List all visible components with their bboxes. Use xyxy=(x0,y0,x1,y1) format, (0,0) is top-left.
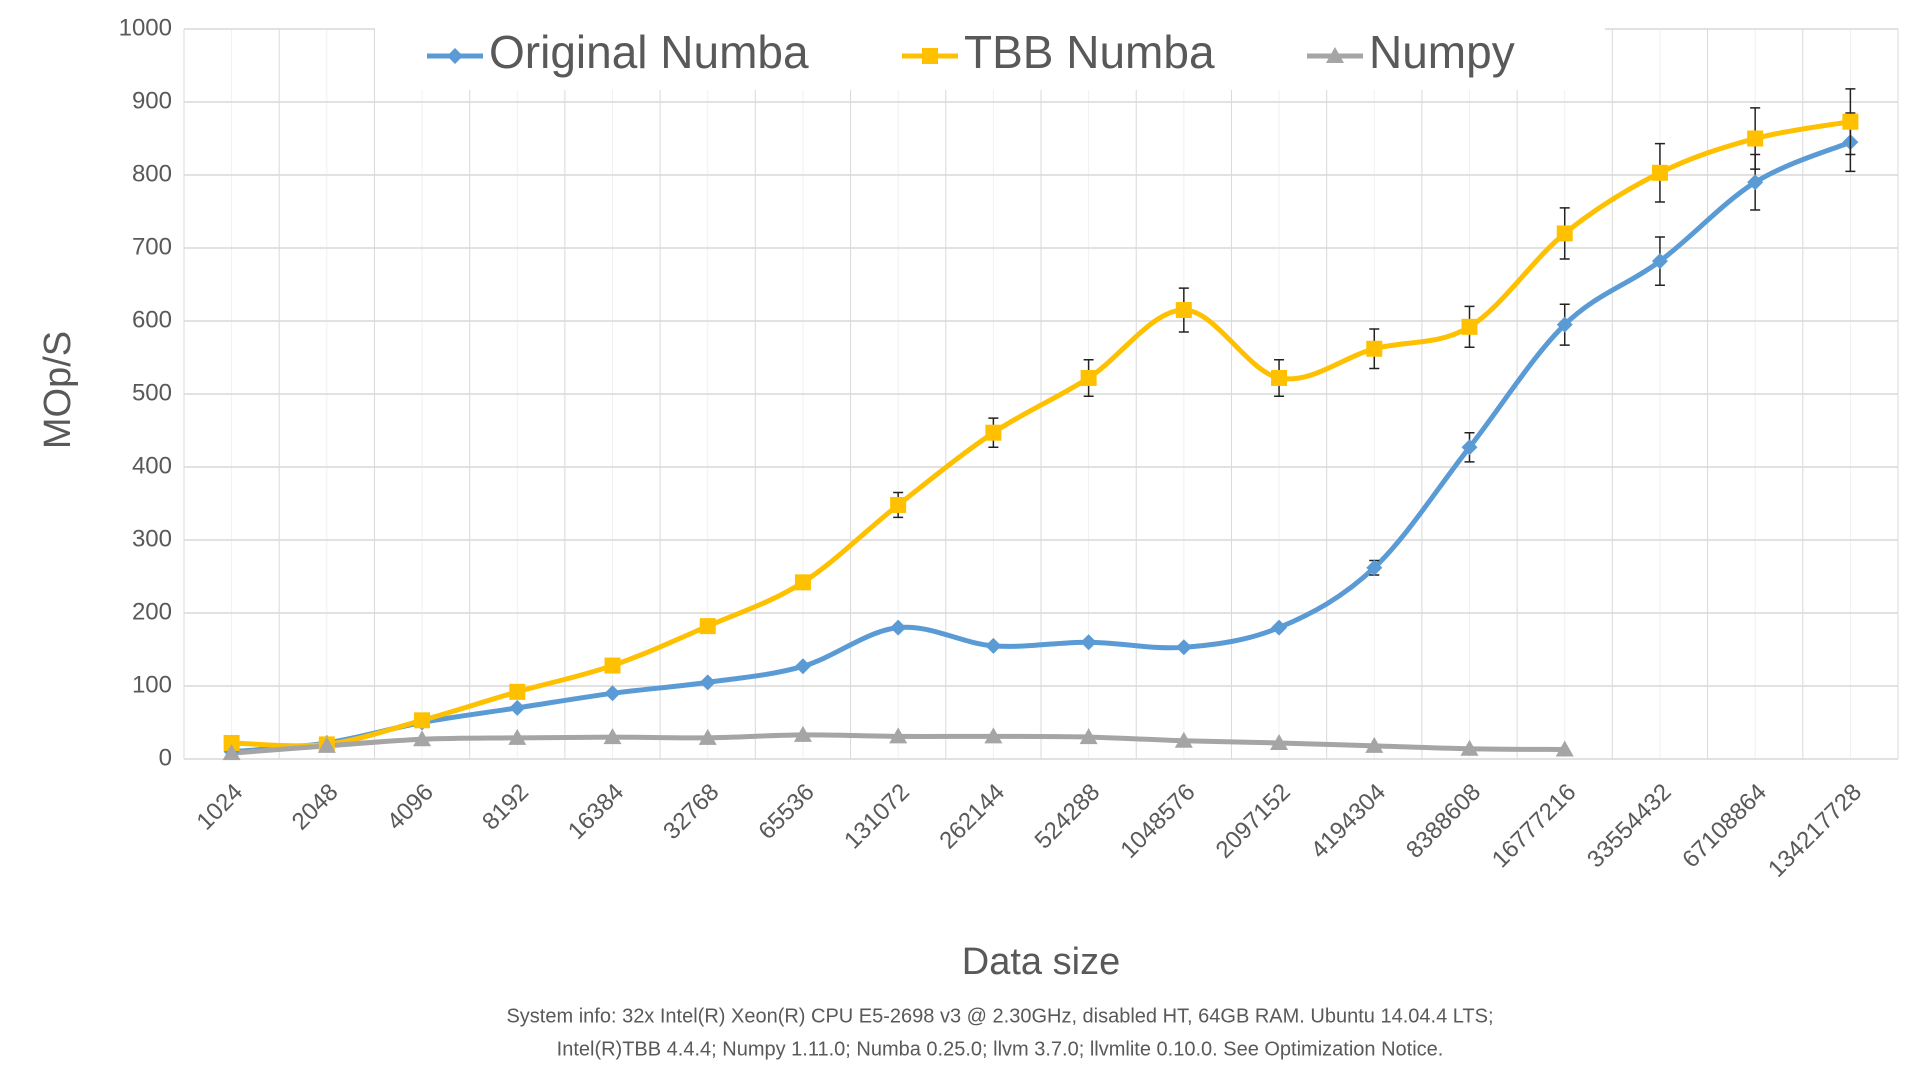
legend-label: Original Numba xyxy=(489,26,809,78)
point xyxy=(603,728,622,745)
point xyxy=(1461,439,1478,456)
x-tick-label: 65536 xyxy=(753,779,819,845)
point xyxy=(509,683,526,700)
point xyxy=(985,637,1002,654)
x-tick-label: 131072 xyxy=(839,779,915,855)
point xyxy=(1747,130,1764,147)
point xyxy=(1175,302,1192,319)
x-tick-label: 262144 xyxy=(934,779,1010,855)
point xyxy=(1174,731,1193,748)
x-tick-label: 33554432 xyxy=(1582,779,1677,874)
point xyxy=(793,725,812,742)
point xyxy=(794,658,811,675)
point xyxy=(509,699,526,716)
x-tick-label: 16384 xyxy=(563,779,629,845)
point xyxy=(1080,634,1097,651)
x-tick-label: 16777216 xyxy=(1487,779,1582,874)
point xyxy=(698,728,717,745)
x-tick-label: 4096 xyxy=(382,779,439,836)
x-tick-label: 32768 xyxy=(658,779,724,845)
point xyxy=(890,496,907,513)
point xyxy=(1366,559,1383,576)
y-tick-label: 500 xyxy=(132,379,172,406)
legend-marker xyxy=(447,48,463,64)
point xyxy=(1365,736,1384,753)
y-tick-label: 800 xyxy=(132,160,172,187)
point xyxy=(985,424,1002,441)
y-tick-label: 400 xyxy=(132,452,172,479)
point xyxy=(1366,340,1383,357)
point xyxy=(1651,253,1668,270)
y-tick-label: 1000 xyxy=(119,14,172,41)
point xyxy=(1556,316,1573,333)
point xyxy=(1080,369,1097,386)
point xyxy=(699,618,716,635)
point xyxy=(1747,174,1764,191)
legend-marker xyxy=(922,48,938,64)
legend-label: Numpy xyxy=(1369,26,1515,78)
x-tick-label: 2048 xyxy=(287,779,344,836)
point xyxy=(984,727,1003,744)
x-tick-label: 4194304 xyxy=(1306,779,1391,864)
x-tick-label: 8192 xyxy=(477,779,534,836)
point xyxy=(1842,113,1859,130)
x-axis-title: Data size xyxy=(962,941,1120,983)
point xyxy=(222,744,241,761)
point xyxy=(889,727,908,744)
point xyxy=(1461,318,1478,335)
point xyxy=(223,734,240,751)
point xyxy=(1555,740,1574,757)
point xyxy=(1271,619,1288,636)
legend-marker xyxy=(1326,47,1344,63)
point xyxy=(414,712,431,729)
x-tick-label: 134217728 xyxy=(1763,779,1867,883)
point xyxy=(1556,225,1573,242)
x-tick-label: 524288 xyxy=(1030,779,1106,855)
point xyxy=(604,685,621,702)
footnote: Intel(R)TBB 4.4.4; Numpy 1.11.0; Numba 0… xyxy=(557,1038,1444,1060)
y-tick-label: 300 xyxy=(132,525,172,552)
x-tick-label: 1024 xyxy=(191,779,248,836)
y-tick-label: 0 xyxy=(159,744,172,771)
point xyxy=(794,574,811,591)
x-tick-label: 8388608 xyxy=(1401,779,1486,864)
legend-box xyxy=(375,22,1605,90)
legend-label: TBB Numba xyxy=(964,26,1215,78)
point xyxy=(413,730,432,747)
point xyxy=(317,736,336,753)
y-tick-label: 100 xyxy=(132,671,172,698)
x-tick-label: 2097152 xyxy=(1211,779,1296,864)
point xyxy=(1460,739,1479,756)
point xyxy=(604,657,621,674)
point xyxy=(699,674,716,691)
y-tick-label: 200 xyxy=(132,598,172,625)
y-tick-label: 700 xyxy=(132,233,172,260)
y-tick-label: 600 xyxy=(132,306,172,333)
point xyxy=(508,728,527,745)
point xyxy=(1079,728,1098,745)
point xyxy=(1270,733,1289,750)
y-axis-title: MOp/S xyxy=(37,331,79,449)
x-tick-label: 1048576 xyxy=(1115,779,1200,864)
footnote: System info: 32x Intel(R) Xeon(R) CPU E5… xyxy=(506,1005,1493,1027)
point xyxy=(890,619,907,636)
y-tick-label: 900 xyxy=(132,87,172,114)
point xyxy=(1271,369,1288,386)
x-tick-label: 67108864 xyxy=(1677,779,1772,874)
legend: Original Numba TBB Numba Numpy xyxy=(375,22,1605,90)
point xyxy=(1651,164,1668,181)
point xyxy=(1175,639,1192,656)
